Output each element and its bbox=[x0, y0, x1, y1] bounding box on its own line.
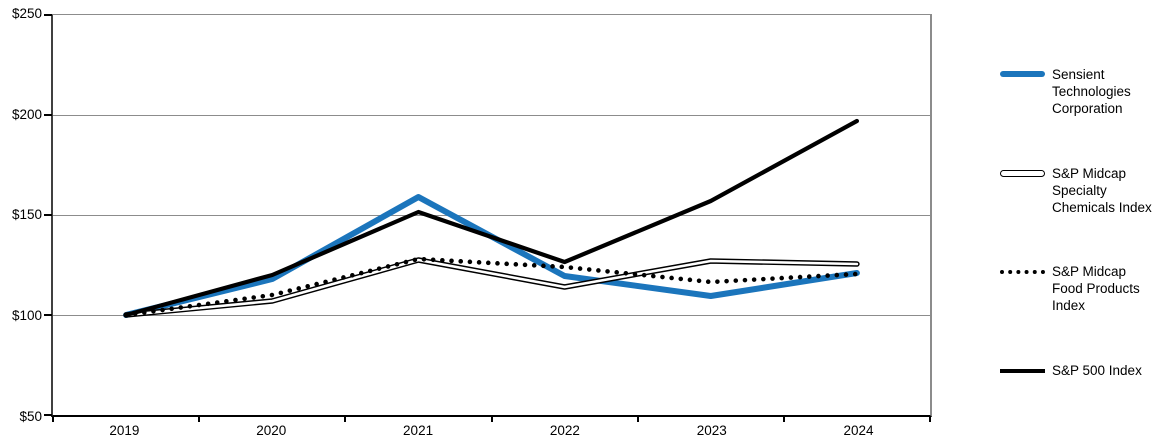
y-axis-label-250: $250 bbox=[11, 6, 42, 21]
legend-item-sensient: Sensient Technologies Corporation bbox=[1000, 66, 1152, 117]
legend-label-specialty-chemicals: S&P Midcap Specialty Chemicals Index bbox=[1052, 166, 1152, 215]
legend-label-sp500: S&P 500 Index bbox=[1052, 363, 1142, 378]
chart-series-lines bbox=[123, 118, 860, 319]
legend-swatch-double-line bbox=[1000, 170, 1045, 177]
legend-swatch-dotted-line bbox=[1000, 270, 1045, 274]
x-axis-labels: 2019 2020 2021 2022 2023 2024 bbox=[51, 423, 932, 439]
x-axis-label-2019: 2019 bbox=[109, 423, 140, 438]
y-axis-label-150: $150 bbox=[11, 207, 42, 222]
x-tickmark bbox=[782, 416, 785, 422]
x-tickmark bbox=[490, 416, 493, 422]
legend: Sensient Technologies Corporation S&P Mi… bbox=[1000, 0, 1152, 447]
gridline-200 bbox=[53, 115, 930, 116]
x-tickmark bbox=[344, 416, 347, 422]
x-axis-label-2024: 2024 bbox=[843, 423, 874, 438]
x-axis-label-2021: 2021 bbox=[403, 423, 434, 438]
gridline-150 bbox=[53, 215, 930, 216]
series-line-s-p-midcap-specialty-chemicals-index-inner bbox=[124, 258, 859, 317]
y-axis-label-200: $200 bbox=[11, 107, 42, 122]
series-line-s-p-500-index bbox=[123, 118, 860, 318]
series-line-s-p-midcap-food-products-index bbox=[123, 256, 860, 318]
y-tickmark bbox=[44, 114, 52, 116]
legend-item-food-products: S&P Midcap Food Products Index bbox=[1000, 263, 1152, 314]
gridline-100 bbox=[53, 315, 930, 316]
x-axis-label-2022: 2022 bbox=[549, 423, 580, 438]
x-tickmark bbox=[636, 416, 639, 422]
x-axis-label-2020: 2020 bbox=[256, 423, 287, 438]
legend-swatch-sensient-line bbox=[1000, 71, 1045, 77]
x-axis-label-2023: 2023 bbox=[696, 423, 727, 438]
y-tickmark bbox=[44, 414, 52, 416]
legend-item-sp500: S&P 500 Index bbox=[1000, 362, 1152, 379]
y-axis-label-100: $100 bbox=[11, 308, 42, 323]
legend-label-sensient: Sensient Technologies Corporation bbox=[1052, 67, 1131, 116]
legend-label-food-products: S&P Midcap Food Products Index bbox=[1052, 264, 1140, 313]
legend-item-specialty-chemicals: S&P Midcap Specialty Chemicals Index bbox=[1000, 165, 1152, 216]
plot-area bbox=[44, 14, 932, 422]
x-tickmark bbox=[198, 416, 201, 422]
y-tickmark bbox=[44, 14, 52, 16]
x-tickmark bbox=[52, 416, 54, 422]
x-tickmark bbox=[929, 416, 931, 422]
y-tickmark bbox=[44, 214, 52, 216]
y-axis-label-50: $50 bbox=[19, 409, 42, 424]
series-line-sensient-technologies-corporation bbox=[123, 193, 860, 319]
y-tickmark bbox=[44, 314, 52, 316]
legend-swatch-solid-line bbox=[1000, 369, 1045, 373]
